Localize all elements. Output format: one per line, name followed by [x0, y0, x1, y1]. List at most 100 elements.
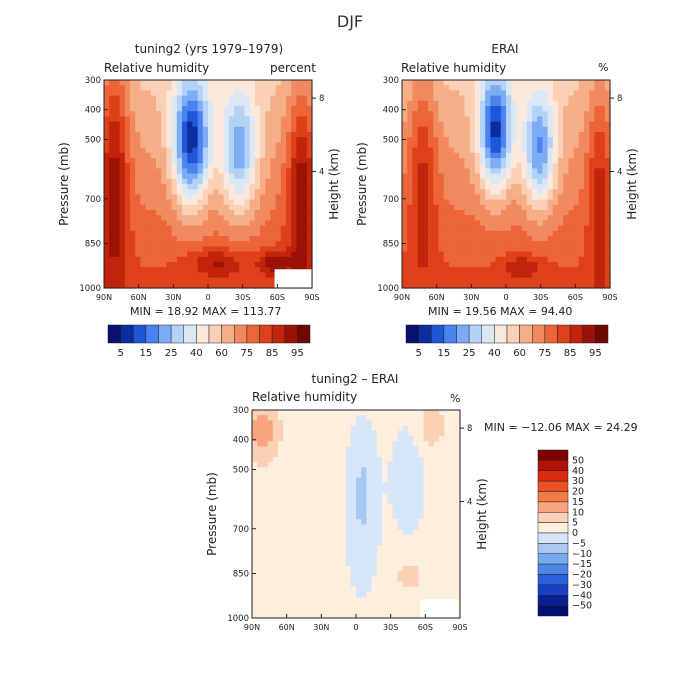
panel1-cell [239, 116, 245, 123]
panel3-cell [350, 436, 357, 442]
panel2-cell [448, 272, 455, 279]
panel2-cell [495, 90, 502, 97]
panel3-cell [361, 493, 367, 499]
panel2-cell [402, 168, 408, 175]
panel2-cell [521, 189, 528, 195]
panel1-cell [156, 152, 162, 159]
panel1-cell [161, 152, 167, 159]
panel2-cell [422, 121, 429, 128]
panel2-cell [428, 111, 434, 117]
panel2-cell [552, 126, 559, 133]
panel3-cell [439, 420, 445, 427]
panel2-cell [604, 116, 611, 123]
panel2-cell [604, 256, 611, 263]
panel3-cell [288, 555, 295, 562]
panel1-cell [223, 106, 230, 112]
panel3-cell [283, 503, 289, 510]
panel1-cell [192, 90, 199, 97]
panel3-cell [314, 550, 321, 557]
panel1-cell [156, 158, 162, 164]
panel2-cell [490, 116, 497, 123]
panel3-cell [350, 420, 357, 427]
panel3-cell [298, 612, 305, 619]
panel3-cell [278, 467, 284, 473]
panel2-cell [526, 106, 533, 112]
panel1-cell [301, 163, 308, 169]
panel3-cell [298, 503, 305, 510]
panel2-cell [480, 246, 486, 253]
panel1-cell [145, 256, 152, 263]
panel1-cell [244, 184, 251, 190]
panel1-cell [176, 158, 183, 164]
panel1-cell [140, 158, 147, 164]
panel3-cell [408, 446, 414, 453]
panel3-cell [319, 436, 326, 442]
panel3-cell [298, 456, 305, 463]
panel1-cell [187, 147, 193, 154]
panel2-cell [438, 85, 445, 91]
panel3-cell [444, 555, 451, 562]
panel3-cell [340, 436, 347, 442]
panel3-cell [314, 555, 321, 562]
colorbar2-label: 60 [513, 348, 526, 359]
panel3-cell [293, 571, 300, 577]
panel3-cell [262, 524, 269, 531]
panel3-cell [257, 472, 263, 479]
panel3-cell [278, 514, 284, 520]
panel1-cell [161, 95, 167, 102]
panel3-cell [361, 529, 367, 536]
panel3-cell [413, 430, 419, 437]
panel2-cell [428, 142, 434, 149]
panel2-cell [433, 225, 439, 232]
panel1-cell [114, 272, 121, 279]
panel2-cell [604, 168, 611, 175]
panel2-cell [542, 116, 549, 123]
panel2-cell [448, 267, 455, 273]
panel2-cell [516, 142, 523, 149]
panel3-cell [335, 566, 341, 572]
panel1-cell [145, 116, 152, 123]
panel2-cell [568, 272, 575, 279]
panel3-cell [309, 415, 315, 421]
panel2-cell [568, 230, 575, 237]
panel2-cell [552, 95, 559, 102]
panel3-cell [345, 586, 352, 593]
panel2-cell [485, 168, 491, 175]
panel3-cell [392, 560, 399, 567]
panel3-cell [392, 529, 399, 536]
panel3-cell [319, 498, 326, 505]
panel2-cell [500, 194, 507, 201]
panel2-cell [485, 204, 491, 211]
panel2-cell [594, 230, 601, 237]
panel2-cell [558, 282, 564, 289]
panel1-cell [109, 184, 115, 190]
panel3-cell [402, 467, 409, 473]
panel2-cell [433, 194, 439, 201]
panel3-cell [371, 592, 378, 598]
panel1-cell [166, 189, 173, 195]
panel2-cell [407, 90, 413, 97]
panel1-cell [145, 121, 152, 128]
panel2-cell [490, 267, 497, 273]
panel1-cell [187, 158, 193, 164]
panel2-cell [428, 204, 434, 211]
panel1-cell [234, 230, 240, 237]
panel1-cell [156, 277, 162, 284]
panel3-cell [382, 566, 388, 572]
panel3-cell [366, 566, 373, 572]
panel1-cell [249, 236, 256, 242]
panel1-cell [166, 199, 173, 206]
panel3-cell [319, 550, 326, 557]
panel2-cell [604, 282, 611, 289]
panel1-cell [150, 100, 157, 107]
panel3-cell [408, 472, 414, 479]
panel1-cell [265, 173, 271, 180]
panel2-cell [428, 189, 434, 195]
panel1-unit-label: percent [270, 61, 316, 75]
panel3-cell [272, 612, 279, 619]
panel2-cell [433, 158, 439, 164]
panel2-cell [402, 178, 408, 185]
panel2-cell [532, 256, 538, 263]
panel2-cell [500, 246, 507, 253]
panel3-cell [340, 545, 347, 551]
